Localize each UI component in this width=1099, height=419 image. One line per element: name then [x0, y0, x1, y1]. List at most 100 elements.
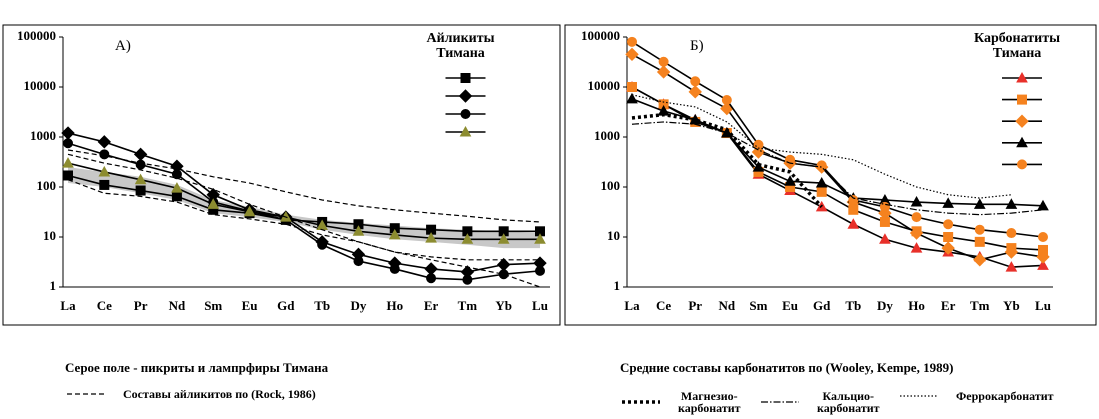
- series-line: [631, 112, 823, 209]
- data-point: [1037, 259, 1049, 270]
- x-tick-label: Pr: [134, 298, 148, 313]
- legend-swatch: [622, 400, 660, 404]
- series-line: [631, 53, 1044, 261]
- data-point: [535, 265, 545, 276]
- series-line: [631, 41, 1044, 238]
- legend-label: Кальцио- карбонатит: [817, 389, 880, 415]
- chart: 1 10 100 1000 10000 100000 La Ce Pr Nd Sm Eu Gd Tb Dy H…: [2, 24, 561, 326]
- data-point: [133, 147, 148, 162]
- data-point: [815, 177, 828, 188]
- data-point: [658, 56, 669, 67]
- series-line: [631, 98, 1044, 207]
- x-tick-label: Ce: [656, 298, 671, 313]
- data-point: [627, 36, 637, 47]
- data-point: [1005, 261, 1018, 272]
- data-point: [135, 185, 146, 196]
- x-tick-label: Yb: [1003, 298, 1020, 313]
- x-tick-label: La: [624, 298, 640, 313]
- data-point: [1004, 245, 1019, 259]
- annotation: Б): [690, 38, 704, 54]
- x-tick-label: Yb: [495, 298, 512, 313]
- annotation: A): [115, 38, 131, 54]
- chart: 1 10 100 1000 10000 100000 La Ce Pr Nd Sm Eu Gd Tb Dy H…: [564, 24, 1097, 326]
- data-point: [626, 92, 638, 104]
- data-point: [461, 233, 474, 244]
- x-tick-label: Lu: [1035, 298, 1051, 313]
- data-point: [62, 157, 74, 168]
- data-point: [627, 82, 637, 92]
- legend-marker: [1016, 136, 1028, 148]
- x-tick-label: Tb: [845, 298, 861, 313]
- data-point: [99, 179, 110, 190]
- x-tick-label: Lu: [532, 298, 548, 313]
- data-point: [353, 256, 364, 267]
- legend-item: Феррокарбонатит: [898, 390, 1054, 402]
- x-tick-label: Gd: [813, 298, 831, 313]
- series-line: [67, 142, 541, 281]
- legend-marker: [1017, 94, 1027, 105]
- data-point: [98, 165, 111, 177]
- grey-field: [68, 167, 540, 249]
- chart-frame: [564, 24, 1097, 326]
- legend-marker: [460, 73, 471, 83]
- data-point: [497, 233, 510, 244]
- y-tick-label: 10: [43, 228, 56, 243]
- data-point: [910, 242, 923, 253]
- y-tick-label: 100000: [581, 28, 620, 43]
- data-point: [171, 182, 183, 193]
- data-point: [879, 233, 891, 244]
- legend-swatch: [761, 401, 799, 403]
- data-point: [688, 85, 702, 99]
- data-point: [1006, 228, 1017, 239]
- data-point: [496, 257, 511, 272]
- x-tick-label: Sm: [204, 298, 222, 313]
- data-point: [974, 224, 985, 235]
- series-line: [67, 162, 540, 241]
- x-tick-label: La: [60, 298, 76, 313]
- series-line: [67, 149, 541, 223]
- data-point: [317, 239, 328, 250]
- data-point: [656, 65, 671, 79]
- x-tick-label: Nd: [169, 298, 186, 313]
- data-point: [943, 219, 954, 230]
- x-tick-label: Dy: [351, 298, 367, 313]
- y-tick-label: 10: [607, 228, 620, 243]
- legend-marker: [460, 109, 471, 119]
- data-point: [848, 194, 859, 205]
- legend-item: Кальцио- карбонатит: [759, 390, 880, 414]
- data-point: [753, 139, 764, 150]
- legend-title: Карбонатиты Тимана: [973, 31, 1061, 61]
- data-point: [352, 225, 365, 236]
- data-point: [425, 232, 437, 243]
- x-tick-label: Eu: [242, 298, 258, 313]
- data-point: [388, 228, 401, 240]
- legend-label: Составы айликитов по (Rock, 1986): [123, 387, 316, 401]
- legend-marker: [1016, 71, 1028, 83]
- data-point: [941, 241, 955, 255]
- y-tick-label: 1000: [594, 128, 620, 143]
- x-tick-label: Ho: [386, 298, 403, 313]
- x-tick-label: Pr: [688, 298, 702, 313]
- data-point: [61, 126, 75, 140]
- data-point: [1038, 232, 1048, 242]
- data-point: [424, 262, 438, 276]
- legend-item: Составы айликитов по (Rock, 1986): [65, 388, 316, 400]
- legend-marker: [459, 125, 472, 137]
- chart-frame: [2, 24, 561, 326]
- data-point: [816, 160, 827, 171]
- data-point: [462, 274, 473, 285]
- x-tick-label: Er: [941, 298, 956, 313]
- x-tick-label: Ho: [908, 298, 925, 313]
- y-tick-label: 1: [50, 278, 57, 293]
- data-point: [1036, 250, 1050, 264]
- x-tick-label: Tb: [314, 298, 330, 313]
- data-point: [534, 233, 546, 244]
- legend-title: Айликиты Тимана: [426, 31, 495, 61]
- data-point: [879, 201, 890, 212]
- series-line: [67, 179, 541, 288]
- y-tick-label: 10000: [588, 78, 621, 93]
- data-point: [171, 169, 182, 180]
- data-point: [97, 135, 112, 149]
